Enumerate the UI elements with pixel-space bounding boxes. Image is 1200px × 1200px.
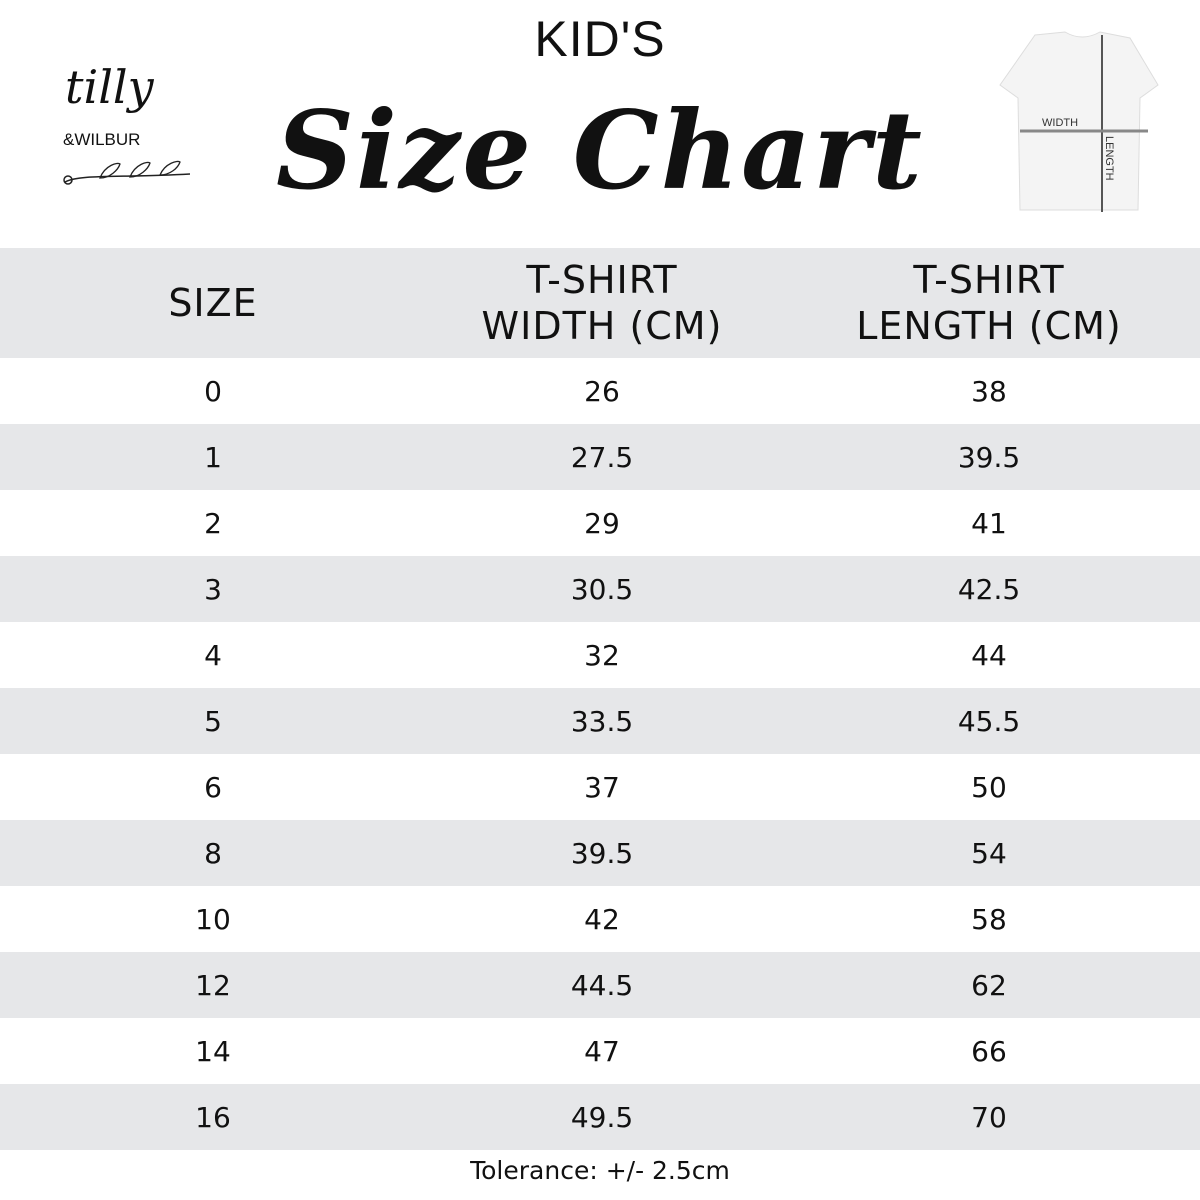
table-row: 14 47 66 (0, 1018, 1200, 1084)
size-cell: 6 (204, 770, 222, 804)
logo-text-tilly: tilly (65, 60, 154, 114)
logo-text-wilbur: &WILBUR (63, 130, 141, 149)
width-cell: 49.5 (426, 1084, 778, 1150)
width-cell: 42 (584, 902, 620, 936)
column-header: T-SHIRT LENGTH (CM) (778, 248, 1200, 358)
length-cell: 66 (971, 1034, 1007, 1068)
width-cell: 33.5 (426, 688, 778, 754)
width-cell: 37 (584, 770, 620, 804)
column-header: SIZE (0, 248, 426, 358)
table-row: 8 39.5 54 (0, 820, 1200, 886)
table-row: 6 37 50 (0, 754, 1200, 820)
width-cell: 29 (584, 506, 620, 540)
size-cell: 10 (195, 902, 231, 936)
size-cell: 2 (204, 506, 222, 540)
length-cell: 62 (778, 952, 1200, 1018)
width-cell: 30.5 (426, 556, 778, 622)
length-cell: 44 (971, 638, 1007, 672)
size-cell: 16 (0, 1084, 426, 1150)
tshirt-diagram: WIDTH LENGTH (990, 30, 1170, 215)
length-cell: 42.5 (778, 556, 1200, 622)
size-cell: 0 (204, 374, 222, 408)
width-cell: 26 (584, 374, 620, 408)
size-cell: 3 (0, 556, 426, 622)
column-header: T-SHIRT WIDTH (CM) (426, 248, 778, 358)
brand-logo: tilly &WILBUR (55, 60, 195, 200)
length-cell: 70 (778, 1084, 1200, 1150)
size-cell: 1 (0, 424, 426, 490)
table-row: 5 33.5 45.5 (0, 688, 1200, 754)
width-label: WIDTH (1042, 117, 1078, 129)
table-row: 2 29 41 (0, 490, 1200, 556)
width-cell: 32 (584, 638, 620, 672)
table-row: 10 42 58 (0, 886, 1200, 952)
page-title: Size Chart (276, 88, 924, 214)
length-cell: 50 (971, 770, 1007, 804)
leaf-branch-icon (63, 160, 191, 185)
size-cell: 14 (195, 1034, 231, 1068)
length-cell: 54 (778, 820, 1200, 886)
table-row: 4 32 44 (0, 622, 1200, 688)
table-row: 0 26 38 (0, 358, 1200, 424)
table-row: 3 30.5 42.5 (0, 556, 1200, 622)
length-cell: 38 (971, 374, 1007, 408)
table-row: 1 27.5 39.5 (0, 424, 1200, 490)
size-cell: 8 (0, 820, 426, 886)
width-cell: 47 (584, 1034, 620, 1068)
length-cell: 39.5 (778, 424, 1200, 490)
size-cell: 5 (0, 688, 426, 754)
pre-title: KID'S (534, 11, 666, 67)
length-cell: 45.5 (778, 688, 1200, 754)
length-label: LENGTH (1103, 136, 1115, 181)
width-cell: 39.5 (426, 820, 778, 886)
length-cell: 41 (971, 506, 1007, 540)
table-row: 16 49.5 70 (0, 1084, 1200, 1150)
tolerance-note: Tolerance: +/- 2.5cm (470, 1156, 730, 1185)
length-cell: 58 (971, 902, 1007, 936)
tshirt-icon: WIDTH LENGTH (999, 31, 1159, 212)
size-cell: 4 (204, 638, 222, 672)
width-cell: 44.5 (426, 952, 778, 1018)
width-cell: 27.5 (426, 424, 778, 490)
table-row: 12 44.5 62 (0, 952, 1200, 1018)
size-cell: 12 (0, 952, 426, 1018)
size-table: SIZE T-SHIRT WIDTH (CM) T-SHIRT LENGTH (CM… (0, 248, 1200, 1150)
